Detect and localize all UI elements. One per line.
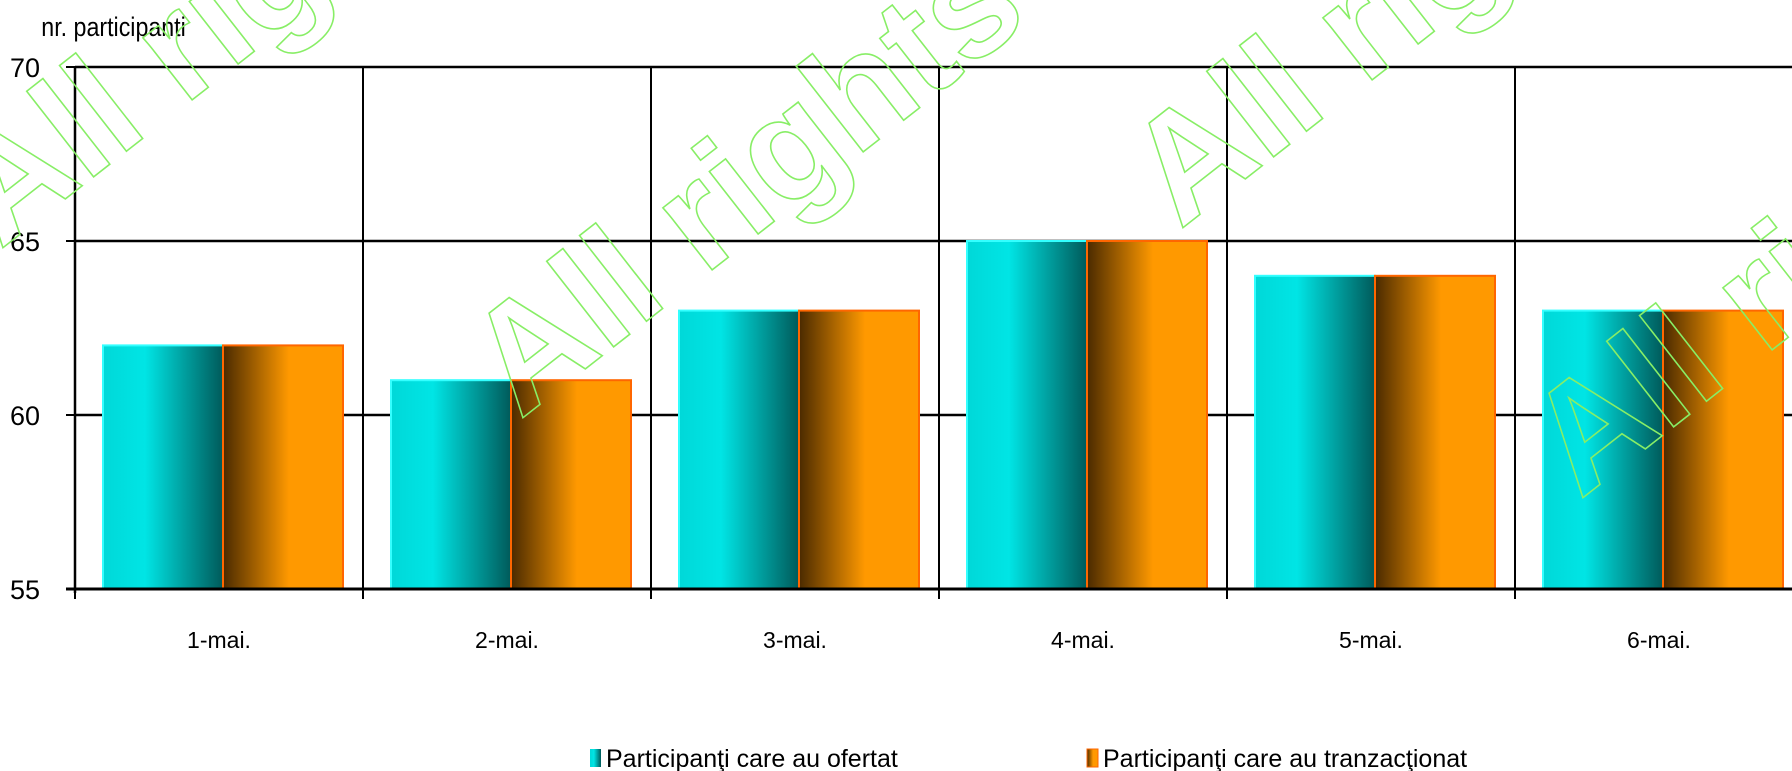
legend: Participanţi care au ofertat Participanţ… [590,745,1467,771]
y-tick-label: 55 [10,575,40,605]
axes [66,66,1792,599]
legend-swatch-tranzactionat [1086,748,1099,768]
y-tick-label: 70 [10,53,40,83]
x-tick-label: 5-mai. [1339,627,1403,653]
bar-ofertat [966,240,1088,590]
legend-label-ofertat: Participanţi care au ofertat [606,745,898,771]
bar-tranzactionat [798,309,920,590]
x-tick-label: 1-mai. [187,627,251,653]
legend-swatch-ofertat [590,749,601,767]
y-tick-label: 60 [10,401,40,431]
x-tick-label: 6-mai. [1627,627,1691,653]
grid [75,65,1792,589]
bar-ofertat [390,379,512,591]
labels: nr. participanti 55 60 65 70 1-mai. 2-mai. 3-m… [10,12,1691,653]
bar-ofertat [1254,274,1376,590]
bar-ofertat [678,309,800,590]
watermark-text: All rights reserved [1096,0,1792,255]
bar-tranzactionat [1662,309,1784,590]
x-tick-label: 3-mai. [763,627,827,653]
bars [102,240,1784,591]
bar-tranzactionat [510,379,632,591]
bar-ofertat [1542,309,1664,590]
bar-tranzactionat [222,344,344,590]
legend-label-tranzactionat: Participanţi care au tranzacţionat [1103,745,1467,771]
y-axis-label: nr. participanti [41,12,186,42]
bar-tranzactionat [1374,274,1496,590]
x-tick-label: 2-mai. [475,627,539,653]
bar-ofertat [102,344,224,590]
x-tick-label: 4-mai. [1051,627,1115,653]
y-tick-label: 65 [10,227,40,257]
bar-tranzactionat [1086,240,1208,590]
